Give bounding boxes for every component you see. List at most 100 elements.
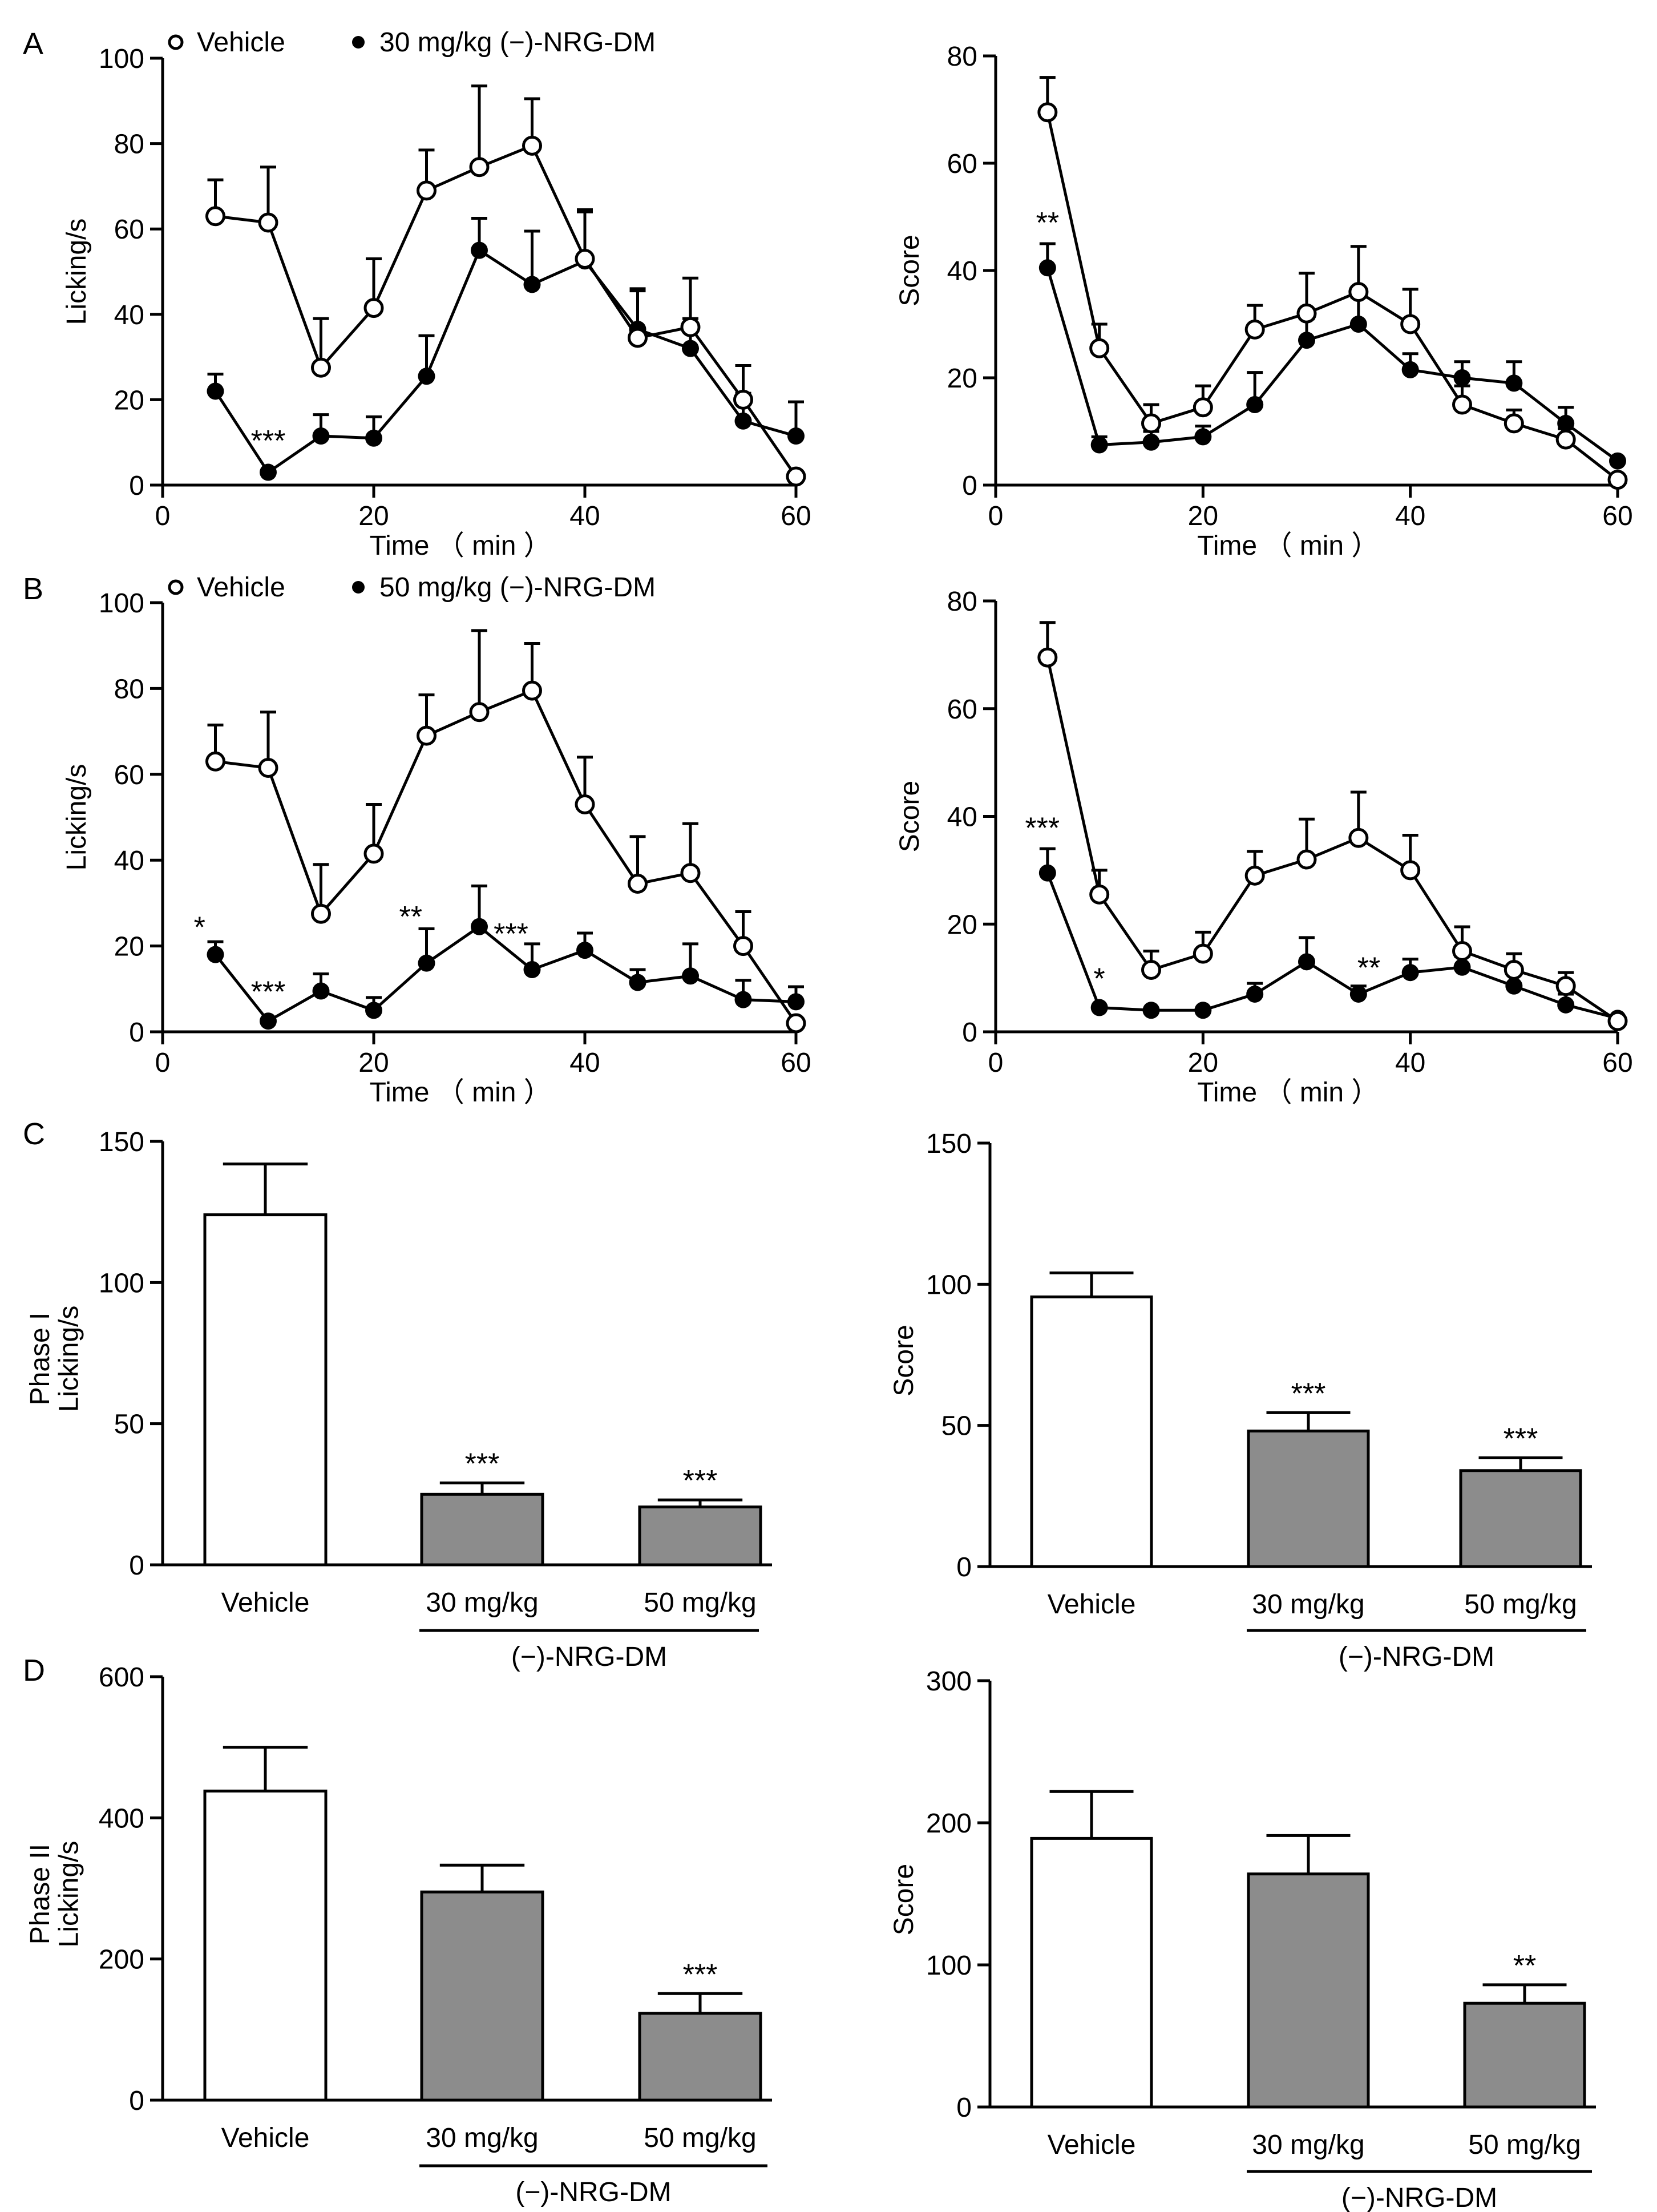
panel-b-right-point-vehicle xyxy=(1193,943,1213,964)
panel-a-left-ytick-label: 20 xyxy=(114,385,144,415)
panel-b-left-ytick-label: 0 xyxy=(129,1018,144,1048)
panel-a-left-point-vehicle xyxy=(575,249,595,269)
panel-d-left-bar-0 xyxy=(203,1789,328,2102)
panel-b-left-xtick-label: 0 xyxy=(155,1048,171,1078)
panel-a-left-xtick-label: 20 xyxy=(358,501,389,531)
panel-b-left-point-treatment xyxy=(787,993,805,1011)
panel-b-right-xtick-label: 60 xyxy=(1602,1048,1632,1078)
panel-d-left-ylabel-line: Licking/s xyxy=(54,1841,84,1948)
panel-a-left-ytick-label: 40 xyxy=(114,300,144,330)
panel-b-right-significance-label: ** xyxy=(1357,952,1380,985)
panel-b-right-point-treatment xyxy=(1194,1002,1212,1019)
panel-a-right-point-vehicle xyxy=(1555,429,1576,450)
panel-b-left-ytick-label: 80 xyxy=(114,674,144,704)
panel-b-left-significance-label: ** xyxy=(399,901,422,934)
panel-b-left-point-vehicle xyxy=(417,725,437,746)
panel-b-left-point-vehicle xyxy=(575,794,595,814)
panel-a-left-legend-open-marker xyxy=(168,34,184,50)
panel-b-left-point-treatment xyxy=(471,918,488,935)
panel-b-right-point-vehicle xyxy=(1607,1011,1628,1031)
panel-a-right-point-vehicle xyxy=(1607,470,1628,490)
panel-a-left-xtick-label: 0 xyxy=(155,501,171,531)
panel-b-right-point-treatment xyxy=(1557,996,1575,1014)
panel-a-left-legend-label: 30 mg/kg (−)-NRG-DM xyxy=(379,27,656,58)
panel-a-right-chart: 0 20 40 60 0 20 40 60 80 Time （ min ） Score ** xyxy=(895,42,1633,561)
panel-a-right-point-treatment xyxy=(1609,452,1626,470)
panel-b-right-significance-label: *** xyxy=(1025,812,1060,845)
panel-d-right-category-label: 30 mg/kg xyxy=(1252,2130,1364,2160)
panel-d-right-group-label: (−)-NRG-DM xyxy=(1341,2183,1497,2212)
panel-b-right-series-line-treatment xyxy=(1046,872,1618,1020)
panel-a-right-point-treatment xyxy=(1505,374,1523,392)
panel-a-right-ytick-label: 0 xyxy=(962,471,977,501)
panel-b-right-ytick-label: 60 xyxy=(947,695,977,725)
panel-c-right-group-label: (−)-NRG-DM xyxy=(1339,1642,1494,1672)
panel-b-right-point-treatment xyxy=(1298,953,1315,971)
panel-a-left-point-treatment xyxy=(471,241,488,259)
panel-a-left-xtick-label: 60 xyxy=(781,501,811,531)
panel-d-right-ytick-label: 100 xyxy=(926,1951,972,1981)
panel-b-left-point-vehicle xyxy=(628,874,648,894)
panel-b-right-point-vehicle xyxy=(1296,849,1317,870)
panel-a-right-point-treatment xyxy=(1246,396,1264,413)
panel-d-left-ytick-label: 200 xyxy=(99,1945,144,1975)
panel-c-left-bar-0 xyxy=(203,1213,328,1567)
panel-b-right-point-vehicle xyxy=(1037,647,1058,668)
panel-b-left-point-treatment xyxy=(734,991,752,1008)
panel-d-left-group-label: (−)-NRG-DM xyxy=(515,2177,671,2207)
panel-a-left-panel-label: A xyxy=(23,27,43,61)
panel-a-right-point-vehicle xyxy=(1400,314,1421,334)
panel-b-left-chart: B Vehicle 50 mg/kg (−)-NRG-DM 0 20 40 60 0 20 40 6… xyxy=(23,572,811,1108)
panel-d-left-panel-label: D xyxy=(23,1653,45,1688)
panel-b-right-point-vehicle xyxy=(1244,865,1265,886)
panel-c-left-ytick-label: 50 xyxy=(114,1410,144,1440)
panel-b-right-point-vehicle xyxy=(1452,940,1472,961)
panel-a-right-point-treatment xyxy=(1038,259,1056,277)
panel-a-left-point-vehicle xyxy=(522,135,542,156)
panel-b-left-panel-label: B xyxy=(23,572,43,606)
panel-b-right-ytick-label: 0 xyxy=(962,1018,977,1048)
panel-a-right-xlabel: Time （ min ） xyxy=(1197,531,1379,561)
panel-a-left-ytick-label: 60 xyxy=(114,215,144,245)
panel-b-left-point-treatment xyxy=(312,982,330,1000)
panel-a-left-point-treatment xyxy=(523,276,541,293)
panel-b-left-legend-label: 50 mg/kg (−)-NRG-DM xyxy=(379,572,656,603)
panel-b-left-point-vehicle xyxy=(205,751,225,772)
panel-a-left-ytick-label: 80 xyxy=(114,130,144,160)
panel-b-right-point-vehicle xyxy=(1555,976,1576,996)
panel-b-left-point-treatment xyxy=(523,960,541,978)
panel-b-right-point-vehicle xyxy=(1089,884,1110,905)
panel-a-right-ytick-label: 20 xyxy=(947,364,977,394)
panel-b-right-point-treatment xyxy=(1038,864,1056,882)
panel-a-right-point-vehicle xyxy=(1296,303,1317,324)
panel-b-left-point-vehicle xyxy=(258,758,278,778)
panel-b-left-point-vehicle xyxy=(469,702,490,722)
panel-b-right-xlabel: Time （ min ） xyxy=(1197,1077,1379,1108)
panel-a-right-point-vehicle xyxy=(1141,413,1161,434)
panel-c-right-category-label: 50 mg/kg xyxy=(1464,1589,1577,1620)
panel-c-right-significance-label: *** xyxy=(1291,1377,1326,1410)
panel-b-left-point-vehicle xyxy=(311,903,331,924)
panel-c-left-ytick-label: 100 xyxy=(99,1268,144,1298)
panel-b-left-series-line-treatment xyxy=(214,925,797,1023)
panel-d-right-significance-label: ** xyxy=(1513,1949,1536,1983)
panel-a-right-xtick-label: 40 xyxy=(1395,501,1425,531)
panel-c-right-significance-label: *** xyxy=(1504,1423,1538,1456)
panel-a-right-ylabel: Score xyxy=(895,235,925,306)
panel-b-left-legend-label: Vehicle xyxy=(197,572,285,603)
panel-b-right-point-vehicle xyxy=(1504,959,1524,980)
panel-b-left-ytick-label: 100 xyxy=(99,588,144,619)
panel-b-left-ytick-label: 40 xyxy=(114,846,144,876)
panel-b-right-point-treatment xyxy=(1349,985,1367,1003)
panel-a-right-ytick-label: 80 xyxy=(947,42,977,72)
panel-a-right-point-vehicle xyxy=(1504,413,1524,434)
panel-a-left-xlabel: Time （ min ） xyxy=(370,531,551,561)
panel-d-right-ylabel: Score xyxy=(889,1864,919,1935)
panel-c-right-ytick-label: 0 xyxy=(956,1552,972,1583)
panel-a-right-point-vehicle xyxy=(1089,338,1110,358)
panel-c-left-category-label: 50 mg/kg xyxy=(644,1588,756,1618)
panel-a-right-significance-label: ** xyxy=(1036,207,1059,240)
panel-b-left-xtick-label: 60 xyxy=(781,1048,811,1078)
panel-b-right-ytick-label: 40 xyxy=(947,802,977,833)
